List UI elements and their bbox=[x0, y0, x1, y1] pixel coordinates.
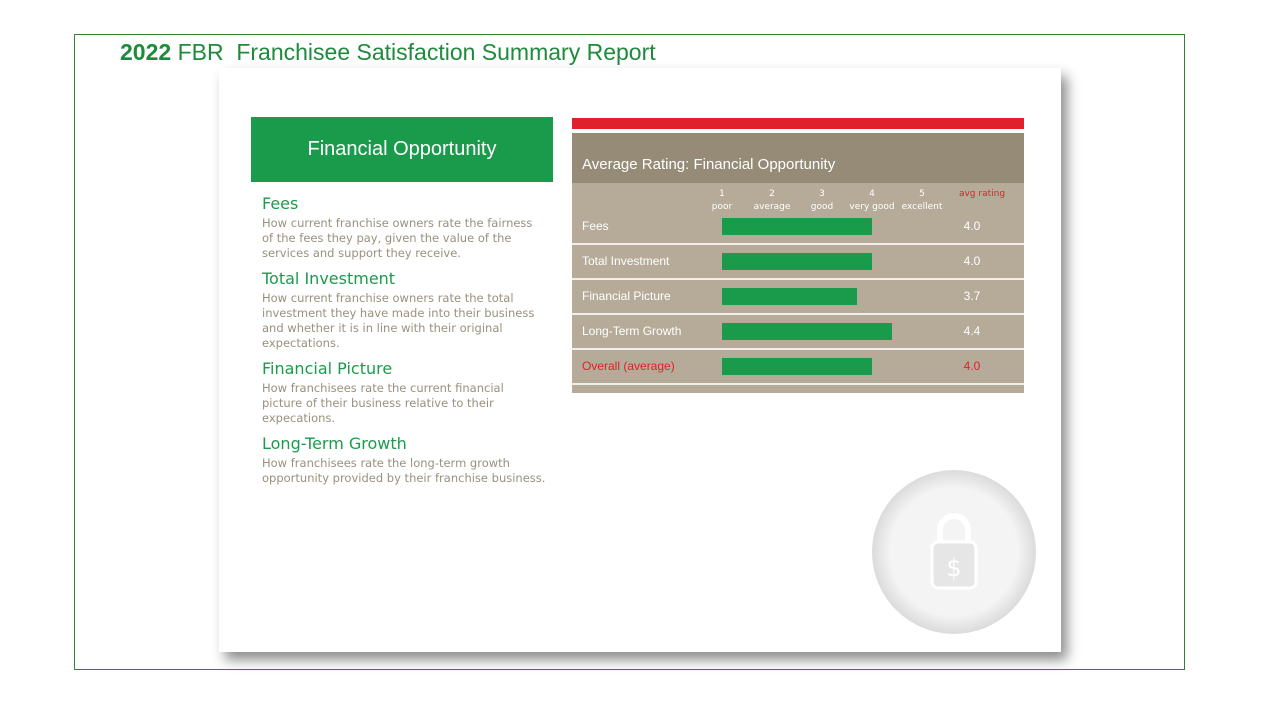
section-heading: Total Investment bbox=[262, 269, 396, 288]
section-heading: Long-Term Growth bbox=[262, 434, 407, 453]
x-tick-description: good bbox=[810, 202, 834, 212]
section-text: How franchisees rate the long-term growt… bbox=[262, 456, 546, 485]
row-separator bbox=[572, 383, 1024, 385]
category-label: Total Investment bbox=[582, 254, 670, 268]
panel-title: Financial Opportunity bbox=[251, 117, 553, 182]
section-text: How current franchise owners rate the fa… bbox=[262, 216, 533, 260]
row-separator bbox=[572, 313, 1024, 315]
section-text: How current franchise owners rate the to… bbox=[262, 291, 535, 350]
bar bbox=[722, 358, 872, 375]
x-tick-label: 3 bbox=[819, 189, 825, 199]
x-tick-description: excellent bbox=[901, 202, 943, 212]
x-tick-description: average bbox=[753, 202, 791, 212]
value-label: 4.4 bbox=[963, 324, 981, 338]
sections: Fees How current franchise owners rate th… bbox=[262, 186, 547, 486]
section-text: How franchisees rate the current financi… bbox=[262, 381, 504, 425]
x-tick-description: very good bbox=[849, 202, 895, 212]
x-tick-label: 1 bbox=[719, 189, 725, 199]
value-column-label: avg rating bbox=[958, 189, 1006, 199]
bar bbox=[722, 288, 857, 305]
row-separator bbox=[572, 348, 1024, 350]
lock-icon: $ bbox=[930, 513, 978, 590]
category-label: Financial Picture bbox=[582, 289, 671, 303]
title-year: 2022 bbox=[120, 39, 172, 65]
title-text: FBR Franchisee Satisfaction Summary Repo… bbox=[177, 39, 656, 65]
chart-header bbox=[572, 133, 1024, 183]
bar bbox=[722, 218, 872, 235]
x-tick-label: 2 bbox=[769, 189, 775, 199]
category-label: Long-Term Growth bbox=[582, 324, 682, 338]
x-tick-label: 5 bbox=[919, 189, 925, 199]
value-label: 4.0 bbox=[963, 219, 981, 233]
row-separator bbox=[572, 278, 1024, 280]
x-tick-description: poor bbox=[711, 202, 733, 212]
frame bbox=[74, 34, 1185, 670]
x-tick-label: 4 bbox=[869, 189, 875, 199]
value-label: 3.7 bbox=[963, 289, 981, 303]
bar bbox=[722, 323, 892, 340]
category-label: Fees bbox=[582, 219, 609, 233]
accent-bar bbox=[572, 118, 1024, 129]
value-label: 4.0 bbox=[963, 359, 981, 373]
chart-title: Average Rating: Financial Opportunity bbox=[582, 156, 836, 173]
value-label: 4.0 bbox=[963, 254, 981, 268]
bar bbox=[722, 253, 872, 270]
row-separator bbox=[572, 243, 1024, 245]
report-title: 2022 FBR Franchisee Satisfaction Summary… bbox=[120, 39, 656, 66]
svg-text:$: $ bbox=[946, 554, 961, 582]
section-heading: Fees bbox=[262, 194, 299, 213]
section-heading: Financial Picture bbox=[262, 359, 393, 378]
category-label: Overall (average) bbox=[582, 359, 675, 373]
lock-badge: $ bbox=[872, 470, 1036, 634]
